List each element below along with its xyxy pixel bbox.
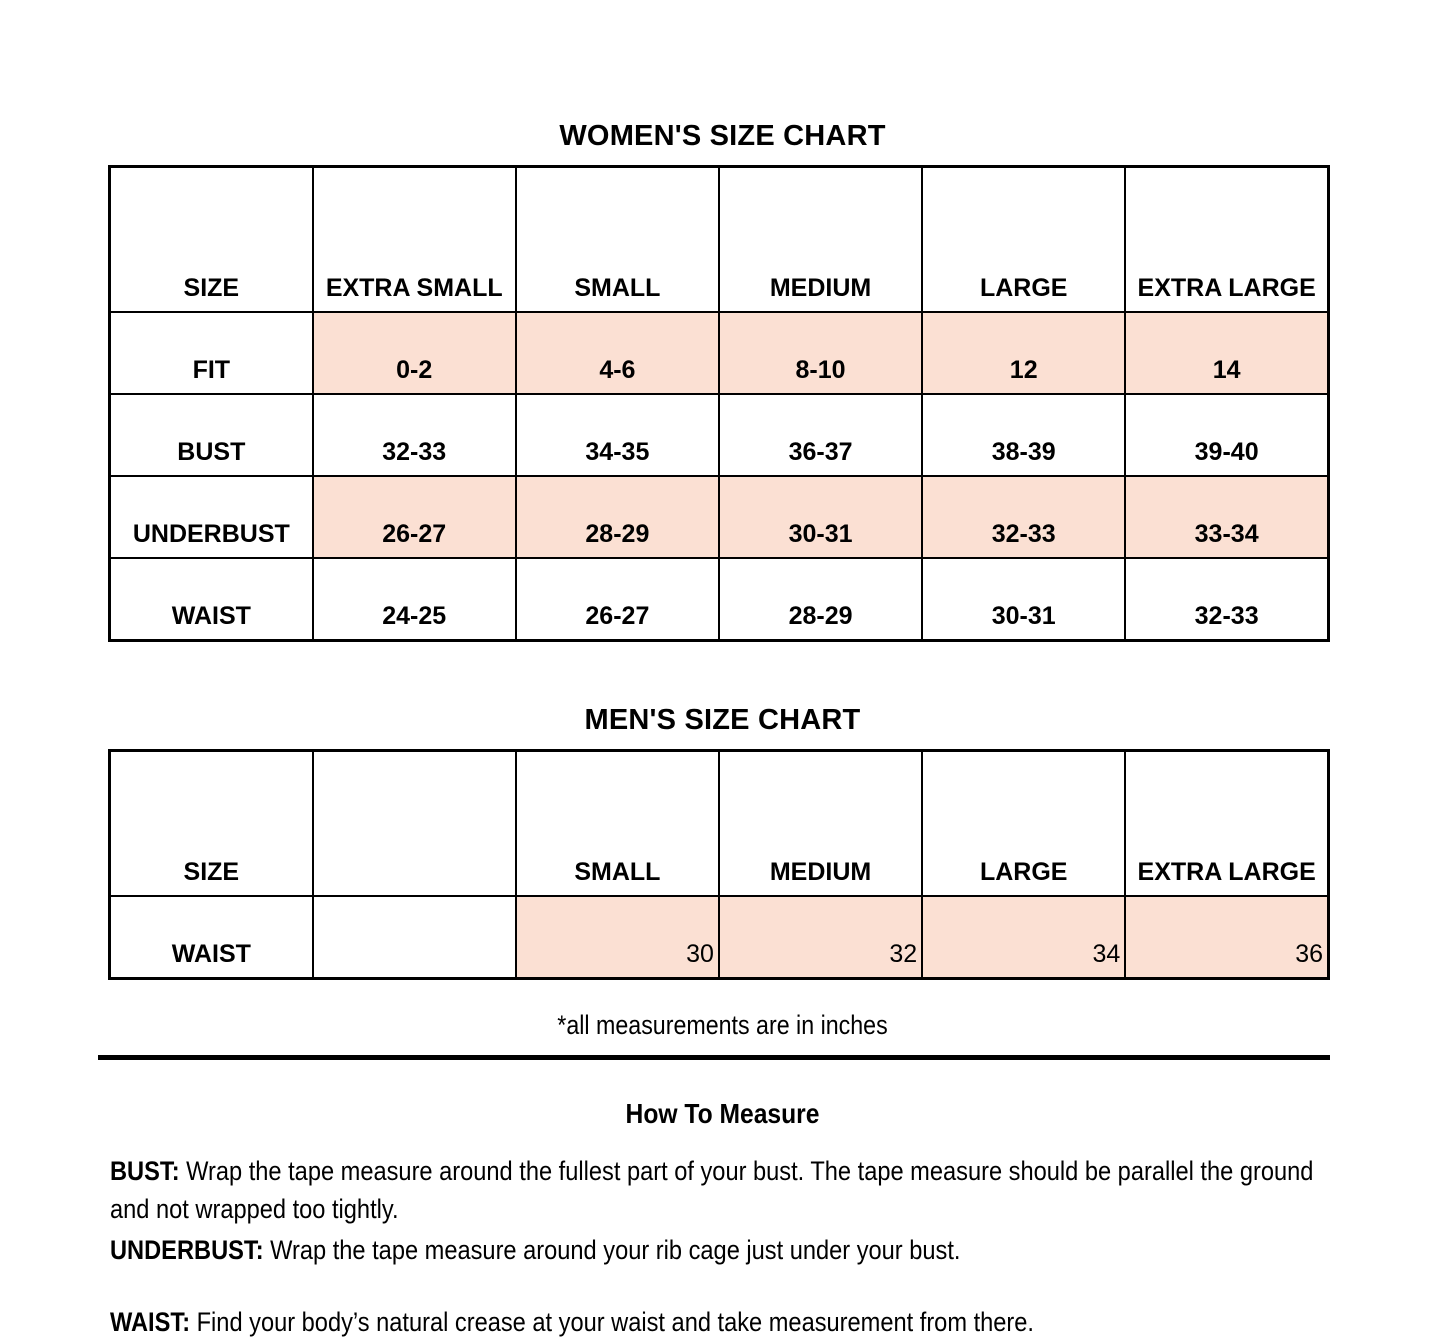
womens-row-label-bust: BUST [108, 393, 314, 477]
womens-fit-medium: 8-10 [717, 311, 924, 395]
mens-header-empty [311, 749, 517, 897]
table-row: WAIST 30 32 34 36 [108, 895, 1330, 980]
measure-text-underbust: Wrap the tape measure around your rib ca… [263, 1234, 961, 1265]
womens-waist-extra-small: 24-25 [311, 557, 517, 642]
womens-size-chart-block: WOMEN'S SIZE CHART SIZE EXTRA SMALL SMAL… [0, 0, 1445, 642]
womens-bust-small: 34-35 [514, 393, 720, 477]
mens-waist-large: 34 [921, 895, 1127, 980]
mens-header-size: SIZE [108, 749, 314, 897]
womens-waist-medium: 28-29 [717, 557, 924, 642]
womens-chart-title: WOMEN'S SIZE CHART [559, 120, 886, 152]
womens-underbust-small: 28-29 [514, 475, 720, 559]
measure-text-bust: Wrap the tape measure around the fullest… [110, 1156, 1314, 1225]
mens-size-chart-block: MEN'S SIZE CHART SIZE SMALL MEDIUM LARGE… [0, 704, 1445, 980]
measure-label-underbust: UNDERBUST: [110, 1234, 264, 1265]
womens-waist-small: 26-27 [514, 557, 720, 642]
womens-header-size: SIZE [108, 165, 314, 313]
section-gap [0, 642, 1445, 704]
womens-waist-extra-large: 32-33 [1124, 557, 1330, 642]
measure-item-waist: WAIST: Find your body’s natural crease a… [110, 1303, 1334, 1341]
womens-underbust-extra-small: 26-27 [311, 475, 517, 559]
measure-item-bust: BUST: Wrap the tape measure around the f… [110, 1152, 1334, 1229]
mens-waist-small: 30 [514, 895, 720, 980]
womens-underbust-large: 32-33 [921, 475, 1127, 559]
womens-fit-extra-large: 14 [1124, 311, 1330, 395]
table-row: WAIST 24-25 26-27 28-29 30-31 32-33 [108, 557, 1330, 642]
womens-header-extra-small: EXTRA SMALL [311, 165, 517, 313]
mens-header-large: LARGE [921, 749, 1127, 897]
womens-underbust-extra-large: 33-34 [1124, 475, 1330, 559]
womens-fit-large: 12 [921, 311, 1127, 395]
table-row: UNDERBUST 26-27 28-29 30-31 32-33 33-34 [108, 475, 1330, 559]
womens-header-large: LARGE [921, 165, 1127, 313]
mens-header-extra-large: EXTRA LARGE [1124, 749, 1330, 897]
mens-waist-empty [311, 895, 517, 980]
measurements-footnote: *all measurements are in inches [557, 1010, 888, 1040]
how-to-measure-list: BUST: Wrap the tape measure around the f… [0, 1152, 1445, 1341]
section-divider [98, 1055, 1330, 1060]
womens-header-extra-large: EXTRA LARGE [1124, 165, 1330, 313]
womens-bust-extra-large: 39-40 [1124, 393, 1330, 477]
womens-row-label-fit: FIT [108, 311, 314, 395]
table-row: FIT 0-2 4-6 8-10 12 14 [108, 311, 1330, 395]
how-to-measure-title: How To Measure [625, 1098, 820, 1129]
mens-row-label-waist: WAIST [108, 895, 314, 980]
measure-text-waist: Find your body’s natural crease at your … [190, 1306, 1034, 1337]
womens-header-row: SIZE EXTRA SMALL SMALL MEDIUM LARGE EXTR… [108, 165, 1330, 313]
how-to-measure-section: How To Measure BUST: Wrap the tape measu… [0, 1098, 1445, 1341]
womens-fit-extra-small: 0-2 [311, 311, 517, 395]
womens-underbust-medium: 30-31 [717, 475, 924, 559]
mens-header-medium: MEDIUM [717, 749, 924, 897]
womens-bust-large: 38-39 [921, 393, 1127, 477]
mens-waist-extra-large: 36 [1124, 895, 1330, 980]
womens-row-label-waist: WAIST [108, 557, 314, 642]
mens-header-small: SMALL [514, 749, 720, 897]
mens-waist-medium: 32 [717, 895, 924, 980]
womens-waist-large: 30-31 [921, 557, 1127, 642]
table-row: BUST 32-33 34-35 36-37 38-39 39-40 [108, 393, 1330, 477]
womens-header-small: SMALL [514, 165, 720, 313]
measure-label-waist: WAIST: [110, 1306, 191, 1337]
mens-size-table: SIZE SMALL MEDIUM LARGE EXTRA LARGE WAIS… [108, 749, 1330, 980]
measure-label-bust: BUST: [110, 1156, 180, 1186]
womens-row-label-underbust: UNDERBUST [108, 475, 314, 559]
womens-bust-extra-small: 32-33 [311, 393, 517, 477]
womens-size-table: SIZE EXTRA SMALL SMALL MEDIUM LARGE EXTR… [108, 165, 1330, 642]
mens-header-row: SIZE SMALL MEDIUM LARGE EXTRA LARGE [108, 749, 1330, 897]
measure-item-underbust: UNDERBUST: Wrap the tape measure around … [110, 1231, 1334, 1269]
mens-chart-title: MEN'S SIZE CHART [584, 704, 861, 736]
womens-fit-small: 4-6 [514, 311, 720, 395]
womens-header-medium: MEDIUM [717, 165, 924, 313]
womens-bust-medium: 36-37 [717, 393, 924, 477]
